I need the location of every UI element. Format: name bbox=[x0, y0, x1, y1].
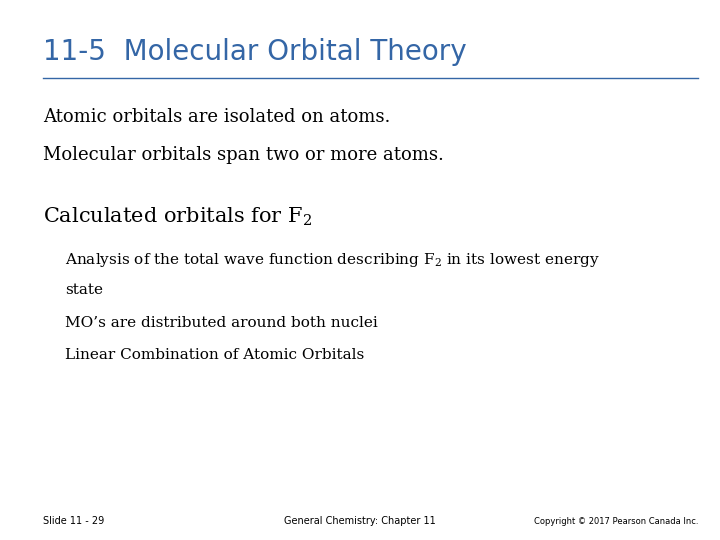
Text: Slide 11 - 29: Slide 11 - 29 bbox=[43, 516, 104, 526]
Text: Linear Combination of Atomic Orbitals: Linear Combination of Atomic Orbitals bbox=[65, 348, 364, 362]
Text: Molecular orbitals span two or more atoms.: Molecular orbitals span two or more atom… bbox=[43, 146, 444, 164]
Text: Analysis of the total wave function describing $\mathregular{F_2}$ in its lowest: Analysis of the total wave function desc… bbox=[65, 251, 600, 269]
Text: Atomic orbitals are isolated on atoms.: Atomic orbitals are isolated on atoms. bbox=[43, 108, 390, 126]
Text: General Chemistry: Chapter 11: General Chemistry: Chapter 11 bbox=[284, 516, 436, 526]
Text: Copyright © 2017 Pearson Canada Inc.: Copyright © 2017 Pearson Canada Inc. bbox=[534, 517, 698, 526]
Text: 11-5  Molecular Orbital Theory: 11-5 Molecular Orbital Theory bbox=[43, 38, 467, 66]
Text: MO’s are distributed around both nuclei: MO’s are distributed around both nuclei bbox=[65, 316, 377, 330]
Text: Calculated orbitals for $\mathregular{F_2}$: Calculated orbitals for $\mathregular{F_… bbox=[43, 205, 312, 227]
Text: state: state bbox=[65, 283, 103, 297]
